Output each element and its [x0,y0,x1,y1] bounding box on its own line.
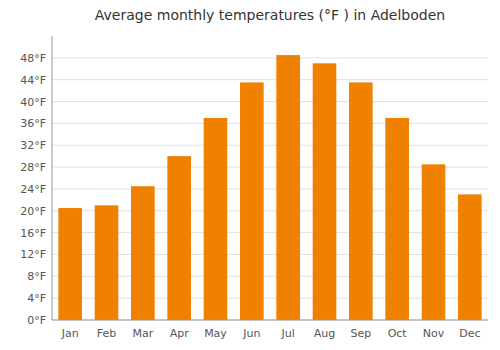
chart-container: Average monthly temperatures (°F ) in Ad… [0,0,500,350]
x-tick-label: Feb [97,327,116,340]
grid-line [52,101,488,102]
y-tick-label: 48°F [20,52,46,65]
grid-line [52,145,488,146]
y-tick-label: 36°F [20,117,46,130]
y-tick-label: 40°F [20,96,46,109]
x-tick-label: Nov [423,327,445,340]
x-tick-label: Sep [350,327,371,340]
bar [276,55,300,320]
x-tick-label: Jan [61,327,79,340]
x-tick-label: Aug [314,327,335,340]
chart-svg: Average monthly temperatures (°F ) in Ad… [0,0,500,350]
y-tick-label: 32°F [20,139,46,152]
y-tick-label: 4°F [27,292,46,305]
x-axis-line [52,320,488,321]
x-tick-label: Mar [132,327,153,340]
bar [95,205,119,320]
grid-line [52,79,488,80]
bar [240,82,264,320]
bar [313,63,337,320]
x-tick-label: Jun [242,327,260,340]
bar [131,186,155,320]
bar [458,194,482,320]
title: Average monthly temperatures (°F ) in Ad… [95,7,445,23]
bar [167,156,191,320]
bar [422,164,446,320]
y-tick-label: 12°F [20,248,46,261]
x-tick-label: May [204,327,227,340]
grid-line [52,320,488,321]
grid-line [52,123,488,124]
y-tick-label: 20°F [20,205,46,218]
x-tick-label: Oct [388,327,408,340]
x-tick-label: Apr [170,327,190,340]
y-tick-label: 8°F [27,270,46,283]
y-tick-label: 44°F [20,74,46,87]
bars [58,55,481,320]
x-tick-label: Jul [281,327,295,340]
grid-line [52,57,488,58]
y-axis-line [52,36,53,320]
bar [58,208,82,320]
bar [385,118,409,320]
grid [52,58,488,320]
y-tick-label: 0°F [27,314,46,327]
bar [349,82,373,320]
y-tick-label: 24°F [20,183,46,196]
y-tick-label: 16°F [20,227,46,240]
x-tick-label: Dec [459,327,480,340]
bar [204,118,228,320]
y-tick-label: 28°F [20,161,46,174]
